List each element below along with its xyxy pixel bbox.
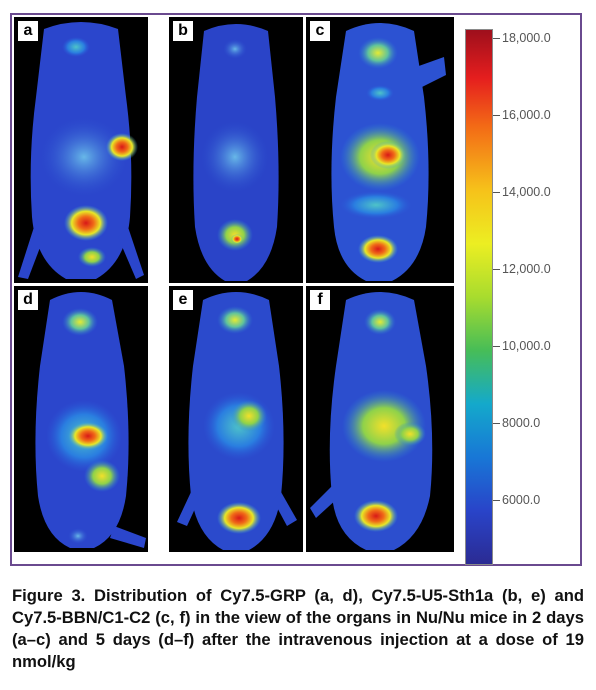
scale-tick: [493, 38, 500, 39]
mouse-image-b: [169, 17, 303, 283]
scale-tick: [493, 192, 500, 193]
panel-label-d: d: [18, 290, 38, 310]
panel-label-c: c: [310, 21, 330, 41]
panel-b: b: [169, 17, 303, 283]
scale-tick: [493, 269, 500, 270]
scale-label-6000: 6000.0: [502, 493, 541, 507]
color-scale: 18,000.0 16,000.0 14,000.0 12,000.0 10,0…: [465, 29, 583, 565]
panel-label-f: f: [310, 290, 330, 310]
scale-label-8000: 8000.0: [502, 416, 541, 430]
mouse-image-c: [306, 17, 454, 283]
scale-tick: [493, 346, 500, 347]
panel-c: c: [306, 17, 454, 283]
mouse-image-f: [306, 286, 454, 552]
scale-label-14000: 14,000.0: [502, 185, 551, 199]
scale-label-10000: 10,000.0: [502, 339, 551, 353]
scale-label-12000: 12,000.0: [502, 262, 551, 276]
mouse-image-d: [14, 286, 148, 552]
panel-e: e: [169, 286, 303, 552]
scale-tick: [493, 500, 500, 501]
panel-f: f: [306, 286, 454, 552]
color-scale-bar: [465, 29, 493, 565]
scale-label-18000: 18,000.0: [502, 31, 551, 45]
mouse-image-a: [14, 17, 148, 283]
mouse-image-e: [169, 286, 303, 552]
panel-label-b: b: [173, 21, 193, 41]
panel-label-a: a: [18, 21, 38, 41]
figure-caption: Figure 3. Distribution of Cy7.5-GRP (a, …: [12, 586, 584, 671]
panel-label-e: e: [173, 290, 193, 310]
panel-a: a: [14, 17, 148, 283]
figure-frame: a b c: [10, 13, 582, 566]
scale-label-16000: 16,000.0: [502, 108, 551, 122]
scale-tick: [493, 423, 500, 424]
scale-tick: [493, 115, 500, 116]
panel-d: d: [14, 286, 148, 552]
